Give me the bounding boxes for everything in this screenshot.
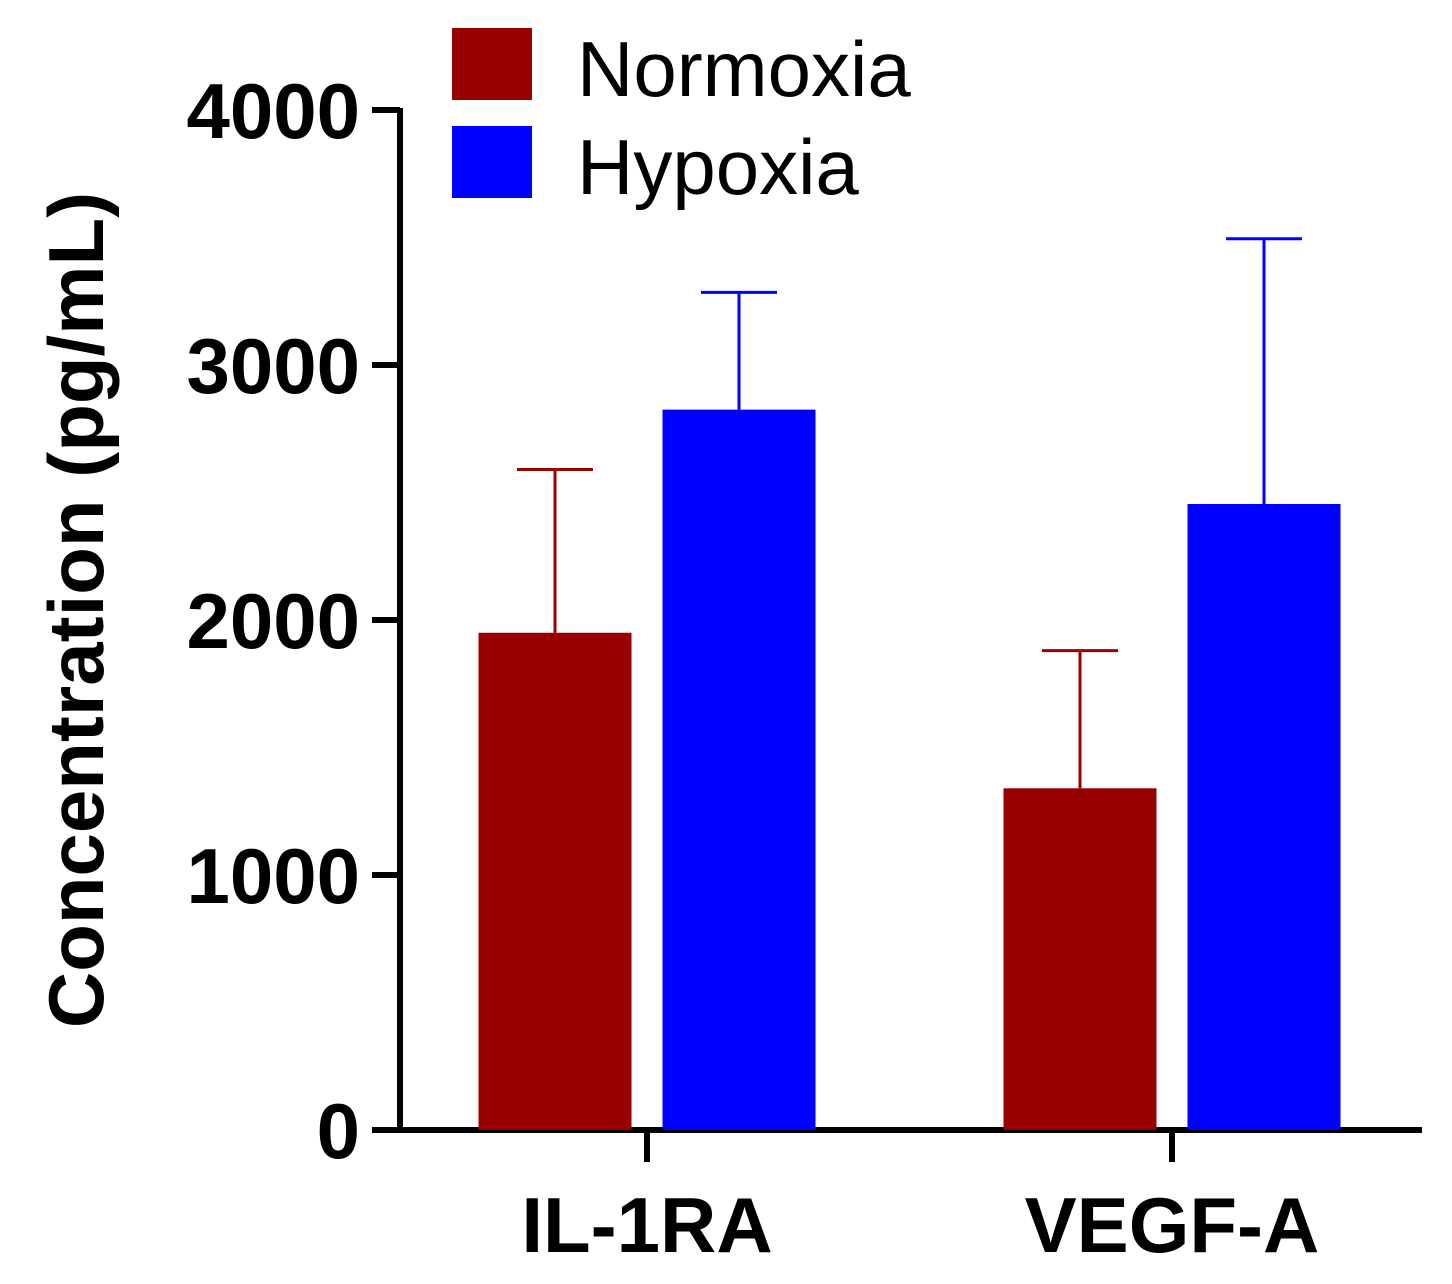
legend-swatch-Hypoxia xyxy=(452,126,532,198)
bar-Normoxia-VEGF-A xyxy=(1003,788,1157,1130)
legend-label-Normoxia: Normoxia xyxy=(577,25,911,113)
bar-Hypoxia-IL-1RA xyxy=(662,409,816,1130)
y-axis-title: Concentration (pg/mL) xyxy=(32,192,120,1028)
error-bar-Normoxia-VEGF-A xyxy=(1042,649,1118,789)
x-ticks: IL-1RA VEGF-A xyxy=(521,1130,1319,1269)
error-bar-Hypoxia-VEGF-A xyxy=(1226,237,1302,504)
y-tick-label-3000: 3000 xyxy=(186,322,360,410)
x-tick-label-IL-1RA: IL-1RA xyxy=(521,1181,772,1269)
y-axis-title-group: Concentration (pg/mL) xyxy=(32,192,120,1028)
y-tick-label-1000: 1000 xyxy=(186,832,360,920)
error-bar-Normoxia-IL-1RA xyxy=(517,468,593,633)
y-tick-label-4000: 4000 xyxy=(186,67,360,155)
bars xyxy=(478,409,1341,1131)
bar-Normoxia-IL-1RA xyxy=(478,632,632,1130)
legend-swatch-Normoxia xyxy=(452,28,532,100)
x-tick-label-VEGF-A: VEGF-A xyxy=(1025,1181,1320,1269)
error-bar-Hypoxia-IL-1RA xyxy=(701,290,777,410)
legend-label-Hypoxia: Hypoxia xyxy=(577,123,859,211)
legend: Normoxia Hypoxia xyxy=(452,25,911,211)
bar-Hypoxia-VEGF-A xyxy=(1187,503,1341,1131)
y-ticks: 0 1000 2000 3000 4000 xyxy=(186,67,400,1175)
y-tick-label-2000: 2000 xyxy=(186,577,360,665)
error-bars xyxy=(517,237,1302,789)
y-tick-label-0: 0 xyxy=(317,1087,360,1175)
